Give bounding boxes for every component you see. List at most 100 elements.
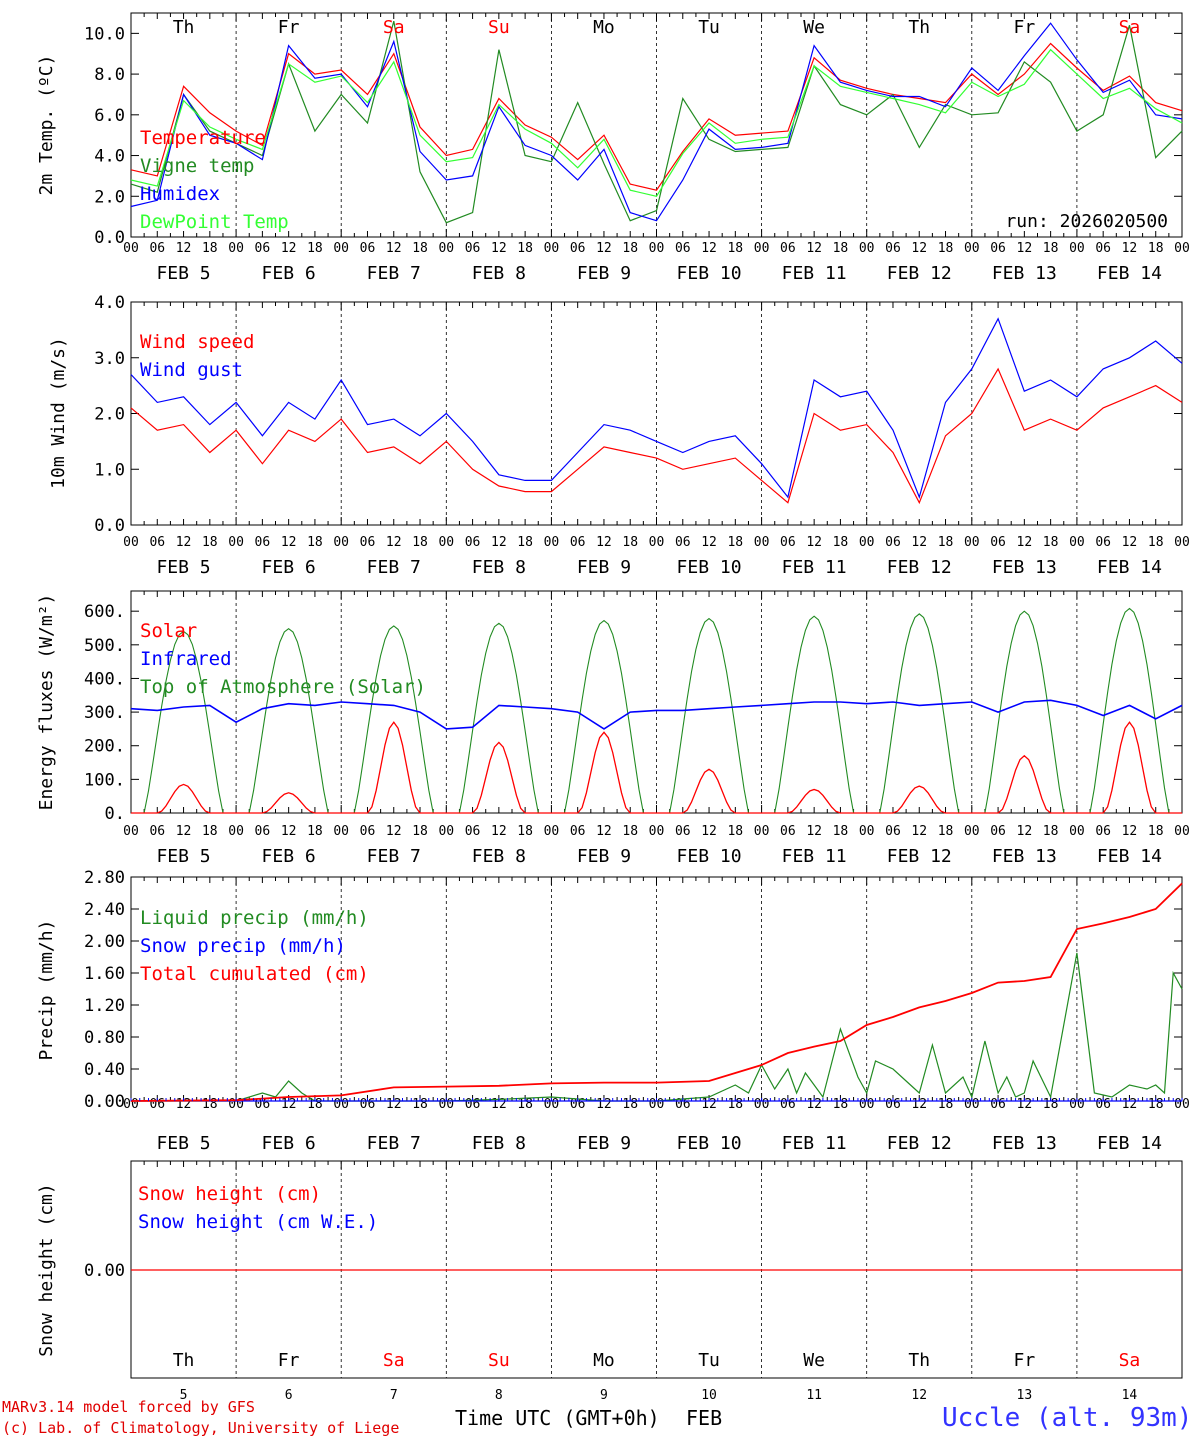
date-label: FEB 11: [782, 1133, 847, 1154]
x-tick-label: 00: [333, 824, 349, 839]
x-tick-label: 00: [754, 241, 770, 256]
x-tick-label: 18: [938, 535, 954, 550]
x-tick-label: 06: [885, 535, 901, 550]
x-tick-label: 12: [491, 824, 507, 839]
x-tick-label: 18: [938, 824, 954, 839]
day-name: Tu: [698, 1350, 720, 1371]
day-number: 14: [1122, 1388, 1138, 1403]
x-tick-label: 18: [307, 824, 323, 839]
run-label: run: 2026020500: [1005, 211, 1168, 232]
x-tick-label: 12: [911, 241, 927, 256]
x-tick-label: 00: [438, 824, 454, 839]
x-tick-label: 18: [307, 535, 323, 550]
x-tick-label: 00: [1069, 241, 1085, 256]
series-line-wind-gust: [130, 317, 1183, 499]
day-name: We: [803, 17, 825, 38]
day-number: 5: [180, 1388, 188, 1403]
y-tick-label: 4.0: [94, 293, 125, 313]
legend-total-cumulated-cm-: Total cumulated (cm): [140, 963, 369, 985]
legend-snow-height-cm-: Snow height (cm): [138, 1183, 321, 1205]
x-tick-label: 18: [938, 241, 954, 256]
date-label: FEB 13: [992, 263, 1057, 284]
legend-wind-gust: Wind gust: [140, 359, 243, 381]
legend-temperature: Temperature: [140, 127, 266, 149]
x-tick-label: 06: [675, 824, 691, 839]
date-label: FEB 6: [262, 1133, 316, 1154]
x-tick-label: 18: [1043, 824, 1059, 839]
x-tick-label: 00: [228, 241, 244, 256]
x-tick-label: 12: [701, 241, 717, 256]
x-tick-label: 18: [412, 535, 428, 550]
y-tick-label: 200.: [84, 737, 125, 757]
legend-dewpoint-temp: DewPoint Temp: [140, 211, 289, 233]
y-tick-label: 1.0: [94, 460, 125, 480]
x-tick-label: 00: [438, 535, 454, 550]
x-tick-label: 00: [228, 824, 244, 839]
x-tick-label: 12: [1122, 241, 1138, 256]
x-tick-label: 06: [255, 824, 271, 839]
x-tick-label: 12: [176, 824, 192, 839]
date-label: FEB 12: [887, 263, 952, 284]
x-tick-label: 12: [596, 824, 612, 839]
legend-humidex: Humidex: [140, 183, 220, 205]
x-tick-label: 06: [149, 241, 165, 256]
date-label: FEB 9: [577, 846, 631, 867]
x-tick-label: 12: [491, 241, 507, 256]
legend-vigne-temp: Vigne temp: [140, 155, 254, 177]
x-tick-label: 00: [1174, 241, 1190, 256]
x-tick-label: 00: [964, 535, 980, 550]
y-tick-label: 1.20: [84, 996, 125, 1016]
day-name: Su: [488, 1350, 510, 1371]
y-tick-label: 2.80: [84, 868, 125, 888]
y-axis-title: Precip (mm/h): [36, 920, 57, 1061]
series-line-total-cumulated-cm-: [130, 882, 1183, 1102]
x-tick-label: 06: [465, 535, 481, 550]
day-name: Th: [173, 17, 195, 38]
x-tick-label: 06: [780, 535, 796, 550]
x-tick-label: 18: [412, 824, 428, 839]
x-tick-label: 00: [438, 241, 454, 256]
y-axis-title: 2m Temp. (ºC): [36, 55, 57, 196]
x-tick-label: 00: [228, 535, 244, 550]
x-tick-label: 00: [964, 824, 980, 839]
series-line-dewpoint-temp: [130, 48, 1183, 197]
station-label: Uccle (alt. 93m): [942, 1403, 1193, 1433]
x-tick-label: 12: [491, 535, 507, 550]
y-tick-label: 0.40: [84, 1060, 125, 1080]
y-tick-label: 3.0: [94, 349, 125, 369]
x-tick-label: 12: [386, 535, 402, 550]
day-number: 9: [600, 1388, 608, 1403]
x-tick-label: 06: [885, 241, 901, 256]
date-label: FEB 14: [1097, 1133, 1162, 1154]
x-tick-label: 06: [990, 241, 1006, 256]
x-tick-label: 12: [911, 535, 927, 550]
x-tick-label: 18: [1148, 241, 1164, 256]
x-tick-label: 06: [360, 535, 376, 550]
day-name: Th: [908, 17, 930, 38]
x-tick-label: 12: [281, 824, 297, 839]
x-tick-label: 06: [780, 241, 796, 256]
date-label: FEB 14: [1097, 263, 1162, 284]
x-axis-title: Time UTC (GMT+0h): [455, 1406, 660, 1430]
x-tick-label: 06: [360, 824, 376, 839]
legend-liquid-precip-mm-h-: Liquid precip (mm/h): [140, 907, 369, 929]
x-tick-label: 18: [517, 535, 533, 550]
date-label: FEB 10: [677, 1133, 742, 1154]
date-label: FEB 8: [472, 557, 526, 578]
y-tick-label: 0.0: [94, 228, 125, 248]
x-tick-label: 06: [675, 535, 691, 550]
date-label: FEB 8: [472, 263, 526, 284]
legend-infrared: Infrared: [140, 648, 232, 670]
x-tick-label: 18: [622, 535, 638, 550]
y-tick-label: 0.80: [84, 1028, 125, 1048]
x-tick-label: 00: [544, 535, 560, 550]
y-tick-label: 2.0: [94, 405, 125, 425]
x-tick-label: 06: [1095, 241, 1111, 256]
x-tick-label: 00: [754, 824, 770, 839]
x-tick-label: 00: [649, 824, 665, 839]
x-tick-label: 06: [570, 824, 586, 839]
date-label: FEB 5: [156, 557, 210, 578]
model-credit-line2: (c) Lab. of Climatology, University of L…: [2, 1419, 400, 1437]
y-axis-title: 10m Wind (m/s): [48, 337, 69, 489]
x-tick-label: 18: [727, 824, 743, 839]
